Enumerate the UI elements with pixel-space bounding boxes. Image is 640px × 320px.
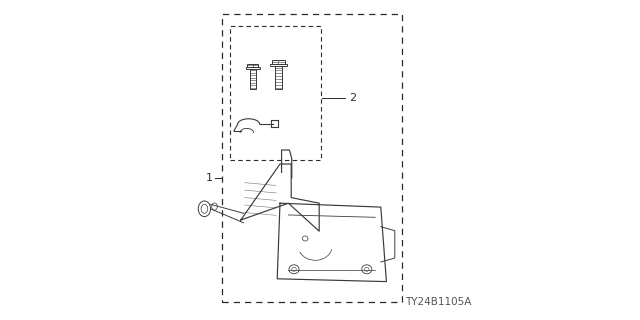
Bar [247, 64, 259, 67]
Text: TY24B1105A: TY24B1105A [404, 297, 471, 307]
Bar [275, 66, 282, 89]
Bar [272, 60, 285, 64]
Text: 1: 1 [206, 172, 212, 183]
Bar [230, 26, 321, 160]
Bar [223, 14, 402, 302]
Bar [246, 67, 260, 69]
Bar [250, 69, 256, 89]
Text: 2: 2 [349, 92, 356, 103]
Bar [270, 64, 287, 66]
